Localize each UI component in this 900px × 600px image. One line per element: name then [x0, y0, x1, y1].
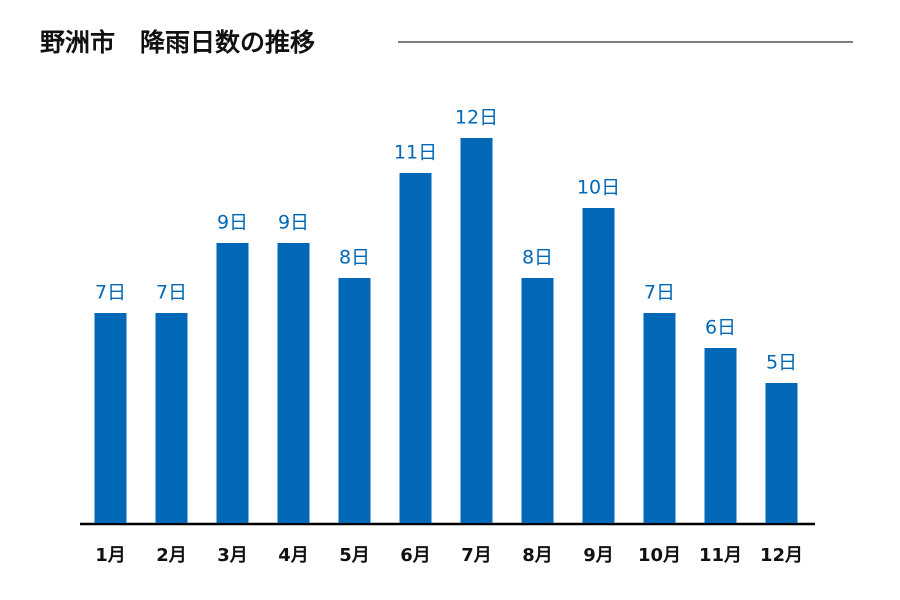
chart-title: 野洲市 降雨日数の推移 [40, 28, 315, 57]
value-label: 9日 [278, 212, 309, 234]
value-label: 8日 [339, 247, 370, 269]
x-tick-label: 7月 [461, 545, 492, 566]
value-label: 6日 [705, 317, 736, 339]
value-label: 12日 [455, 107, 498, 129]
bar [155, 313, 188, 523]
x-tick-label: 12月 [760, 545, 803, 566]
bar [704, 348, 737, 523]
value-label: 7日 [156, 282, 187, 304]
x-tick-label: 11月 [699, 545, 742, 566]
x-tick-label: 5月 [339, 545, 370, 566]
bar [582, 208, 615, 523]
bar [521, 278, 554, 523]
x-tick-label: 3月 [217, 545, 248, 566]
value-label: 10日 [577, 177, 620, 199]
bar [765, 383, 798, 523]
x-tick-label: 10月 [638, 545, 681, 566]
x-tick-label: 4月 [278, 545, 309, 566]
x-tick-label: 9月 [583, 545, 614, 566]
value-label: 5日 [766, 352, 797, 374]
bar [94, 313, 127, 523]
value-label: 8日 [522, 247, 553, 269]
bar [399, 173, 432, 523]
bar [460, 138, 493, 523]
x-tick-label: 8月 [522, 545, 553, 566]
bar [643, 313, 676, 523]
bar [338, 278, 371, 523]
value-label: 7日 [95, 282, 126, 304]
value-label: 9日 [217, 212, 248, 234]
x-tick-label: 1月 [95, 545, 126, 566]
bar [277, 243, 310, 523]
x-tick-label: 6月 [400, 545, 431, 566]
value-label: 11日 [394, 142, 437, 164]
x-tick-label: 2月 [156, 545, 187, 566]
value-label: 7日 [644, 282, 675, 304]
bar [216, 243, 249, 523]
